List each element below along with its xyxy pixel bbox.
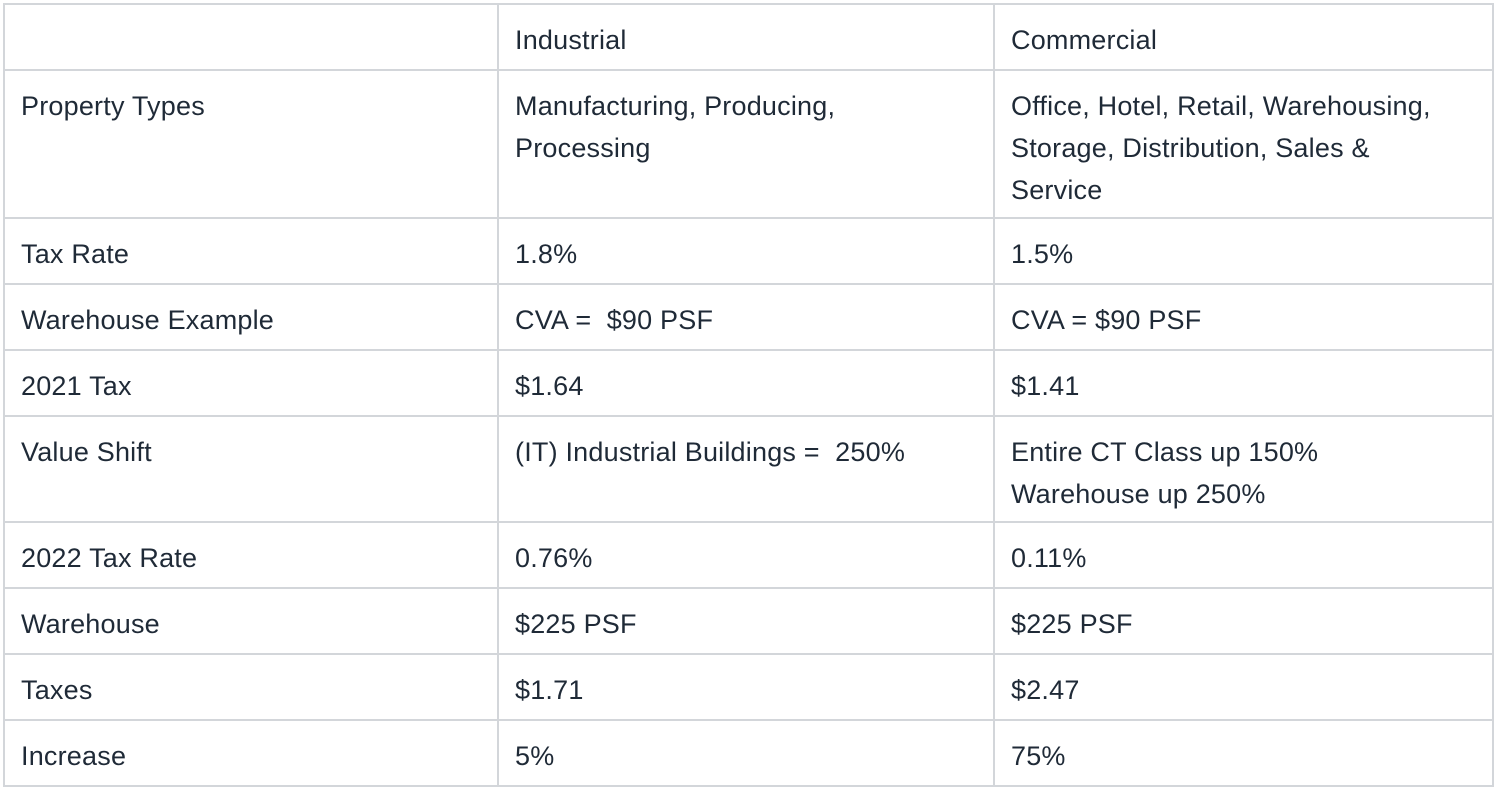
- cell-line: Entire CT Class up 150%: [1011, 437, 1319, 467]
- industrial-cell: 0.76%: [497, 521, 995, 589]
- industrial-cell: Manufacturing, Producing, Processing: [497, 69, 995, 219]
- cell-line: Warehouse up 250%: [1011, 479, 1266, 509]
- table-row: Property Types Manufacturing, Producing,…: [3, 69, 1494, 219]
- row-label: 2021 Tax: [3, 349, 499, 417]
- industrial-cell: $225 PSF: [497, 587, 995, 655]
- cell-line: Manufacturing, Producing,: [515, 91, 836, 121]
- cell-line: 5%: [515, 741, 555, 771]
- industrial-cell: (IT) Industrial Buildings = 250%: [497, 415, 995, 523]
- cell-line: Service: [1011, 175, 1103, 205]
- table-row: 2021 Tax $1.64 $1.41: [3, 349, 1494, 417]
- table-row: Warehouse $225 PSF $225 PSF: [3, 587, 1494, 655]
- cell-line: $225 PSF: [1011, 609, 1133, 639]
- cell-line: $1.71: [515, 675, 584, 705]
- table-row: Warehouse Example CVA = $90 PSF CVA = $9…: [3, 283, 1494, 351]
- commercial-cell: CVA = $90 PSF: [993, 283, 1494, 351]
- cell-line: CVA = $90 PSF: [515, 305, 714, 335]
- industrial-cell: 1.8%: [497, 217, 995, 285]
- header-row: Industrial Commercial: [3, 3, 1494, 71]
- commercial-cell: $2.47: [993, 653, 1494, 721]
- table-row: Value Shift (IT) Industrial Buildings = …: [3, 415, 1494, 523]
- cell-line: 1.5%: [1011, 239, 1074, 269]
- cell-line: CVA = $90 PSF: [1011, 305, 1202, 335]
- comparison-table: Industrial Commercial Property Types Man…: [3, 3, 1494, 787]
- header-cell-empty: [3, 3, 499, 71]
- row-label: Taxes: [3, 653, 499, 721]
- cell-line: 75%: [1011, 741, 1066, 771]
- cell-line: 0.11%: [1011, 543, 1087, 573]
- commercial-cell: 0.11%: [993, 521, 1494, 589]
- commercial-cell: 75%: [993, 719, 1494, 787]
- commercial-cell: Entire CT Class up 150% Warehouse up 250…: [993, 415, 1494, 523]
- cell-line: Processing: [515, 133, 651, 163]
- commercial-cell: $225 PSF: [993, 587, 1494, 655]
- commercial-cell: Office, Hotel, Retail, Warehousing, Stor…: [993, 69, 1494, 219]
- table-row: Tax Rate 1.8% 1.5%: [3, 217, 1494, 285]
- industrial-cell: 5%: [497, 719, 995, 787]
- cell-line: $2.47: [1011, 675, 1080, 705]
- cell-line: Office, Hotel, Retail, Warehousing,: [1011, 91, 1431, 121]
- table-row: 2022 Tax Rate 0.76% 0.11%: [3, 521, 1494, 589]
- industrial-cell: $1.71: [497, 653, 995, 721]
- cell-line: 1.8%: [515, 239, 578, 269]
- cell-line: 0.76%: [515, 543, 593, 573]
- industrial-cell: $1.64: [497, 349, 995, 417]
- row-label: Tax Rate: [3, 217, 499, 285]
- cell-line: $1.64: [515, 371, 584, 401]
- commercial-cell: 1.5%: [993, 217, 1494, 285]
- table-row: Taxes $1.71 $2.47: [3, 653, 1494, 721]
- cell-line: $1.41: [1011, 371, 1080, 401]
- header-cell-commercial: Commercial: [993, 3, 1494, 71]
- row-label: Value Shift: [3, 415, 499, 523]
- cell-line: Storage, Distribution, Sales &: [1011, 133, 1370, 163]
- table-body: Industrial Commercial Property Types Man…: [3, 3, 1494, 787]
- table-row: Increase 5% 75%: [3, 719, 1494, 787]
- cell-line: $225 PSF: [515, 609, 637, 639]
- cell-line: (IT) Industrial Buildings = 250%: [515, 437, 906, 467]
- commercial-cell: $1.41: [993, 349, 1494, 417]
- header-cell-industrial: Industrial: [497, 3, 995, 71]
- row-label: Increase: [3, 719, 499, 787]
- row-label: Warehouse Example: [3, 283, 499, 351]
- industrial-cell: CVA = $90 PSF: [497, 283, 995, 351]
- row-label: 2022 Tax Rate: [3, 521, 499, 589]
- row-label: Property Types: [3, 69, 499, 219]
- row-label: Warehouse: [3, 587, 499, 655]
